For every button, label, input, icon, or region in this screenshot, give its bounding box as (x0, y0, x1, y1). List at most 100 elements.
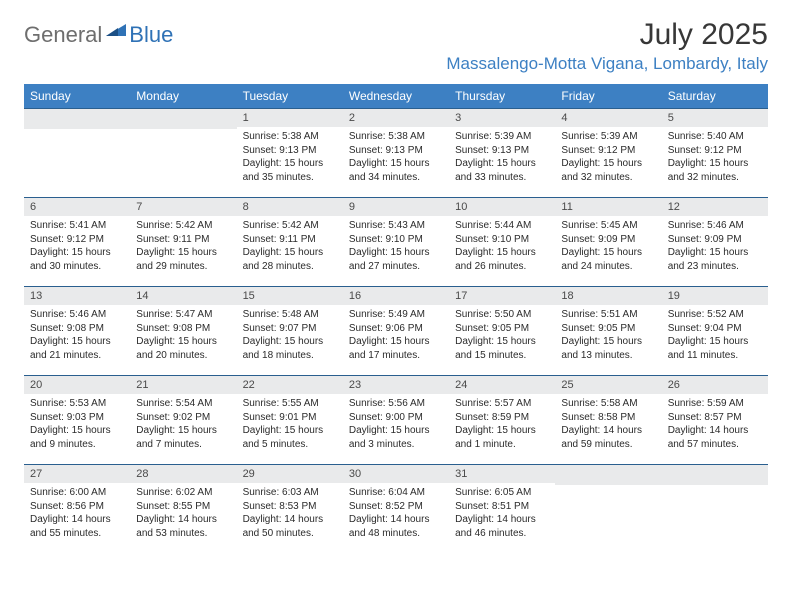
calendar-day-cell (662, 465, 768, 554)
calendar-day-cell: 21Sunrise: 5:54 AMSunset: 9:02 PMDayligh… (130, 376, 236, 465)
day-number: 25 (555, 376, 661, 394)
calendar-day-cell: 4Sunrise: 5:39 AMSunset: 9:12 PMDaylight… (555, 109, 661, 198)
day-details: Sunrise: 5:53 AMSunset: 9:03 PMDaylight:… (24, 394, 130, 455)
day-number: 31 (449, 465, 555, 483)
day-number: 18 (555, 287, 661, 305)
day-number: 19 (662, 287, 768, 305)
day-number: 6 (24, 198, 130, 216)
day-details: Sunrise: 5:41 AMSunset: 9:12 PMDaylight:… (24, 216, 130, 277)
day-number: 4 (555, 109, 661, 127)
day-details: Sunrise: 5:52 AMSunset: 9:04 PMDaylight:… (662, 305, 768, 366)
calendar-day-cell: 8Sunrise: 5:42 AMSunset: 9:11 PMDaylight… (237, 198, 343, 287)
brand-part1: General (24, 22, 102, 48)
calendar-day-cell: 15Sunrise: 5:48 AMSunset: 9:07 PMDayligh… (237, 287, 343, 376)
calendar-day-cell: 19Sunrise: 5:52 AMSunset: 9:04 PMDayligh… (662, 287, 768, 376)
calendar-day-cell: 31Sunrise: 6:05 AMSunset: 8:51 PMDayligh… (449, 465, 555, 554)
header: General Blue July 2025 Massalengo-Motta … (24, 18, 768, 74)
day-number: 8 (237, 198, 343, 216)
calendar-day-cell: 9Sunrise: 5:43 AMSunset: 9:10 PMDaylight… (343, 198, 449, 287)
calendar-week-row: 6Sunrise: 5:41 AMSunset: 9:12 PMDaylight… (24, 198, 768, 287)
day-number: 13 (24, 287, 130, 305)
calendar-day-cell: 22Sunrise: 5:55 AMSunset: 9:01 PMDayligh… (237, 376, 343, 465)
calendar-week-row: 13Sunrise: 5:46 AMSunset: 9:08 PMDayligh… (24, 287, 768, 376)
calendar-day-cell: 3Sunrise: 5:39 AMSunset: 9:13 PMDaylight… (449, 109, 555, 198)
day-number: 3 (449, 109, 555, 127)
calendar-day-cell: 1Sunrise: 5:38 AMSunset: 9:13 PMDaylight… (237, 109, 343, 198)
calendar-day-cell (130, 109, 236, 198)
day-number: 17 (449, 287, 555, 305)
calendar-day-cell: 7Sunrise: 5:42 AMSunset: 9:11 PMDaylight… (130, 198, 236, 287)
calendar-day-cell: 17Sunrise: 5:50 AMSunset: 9:05 PMDayligh… (449, 287, 555, 376)
brand-part2: Blue (129, 22, 173, 48)
weekday-header: Thursday (449, 84, 555, 109)
calendar-day-cell: 12Sunrise: 5:46 AMSunset: 9:09 PMDayligh… (662, 198, 768, 287)
day-number: 21 (130, 376, 236, 394)
calendar-week-row: 20Sunrise: 5:53 AMSunset: 9:03 PMDayligh… (24, 376, 768, 465)
calendar-day-cell (24, 109, 130, 198)
day-details: Sunrise: 5:46 AMSunset: 9:08 PMDaylight:… (24, 305, 130, 366)
calendar-day-cell: 16Sunrise: 5:49 AMSunset: 9:06 PMDayligh… (343, 287, 449, 376)
calendar-day-cell: 30Sunrise: 6:04 AMSunset: 8:52 PMDayligh… (343, 465, 449, 554)
weekday-header: Tuesday (237, 84, 343, 109)
calendar-day-cell: 5Sunrise: 5:40 AMSunset: 9:12 PMDaylight… (662, 109, 768, 198)
day-details: Sunrise: 5:56 AMSunset: 9:00 PMDaylight:… (343, 394, 449, 455)
day-details: Sunrise: 5:58 AMSunset: 8:58 PMDaylight:… (555, 394, 661, 455)
day-number: 26 (662, 376, 768, 394)
day-details: Sunrise: 5:48 AMSunset: 9:07 PMDaylight:… (237, 305, 343, 366)
day-number: 1 (237, 109, 343, 127)
day-number: 2 (343, 109, 449, 127)
day-number: 24 (449, 376, 555, 394)
day-number: 5 (662, 109, 768, 127)
title-block: July 2025 Massalengo-Motta Vigana, Lomba… (446, 18, 768, 74)
day-details: Sunrise: 5:50 AMSunset: 9:05 PMDaylight:… (449, 305, 555, 366)
day-number: 28 (130, 465, 236, 483)
location-subtitle: Massalengo-Motta Vigana, Lombardy, Italy (446, 54, 768, 74)
calendar-week-row: 1Sunrise: 5:38 AMSunset: 9:13 PMDaylight… (24, 109, 768, 198)
day-details: Sunrise: 5:55 AMSunset: 9:01 PMDaylight:… (237, 394, 343, 455)
weekday-header-row: Sunday Monday Tuesday Wednesday Thursday… (24, 84, 768, 109)
calendar-day-cell: 11Sunrise: 5:45 AMSunset: 9:09 PMDayligh… (555, 198, 661, 287)
day-details: Sunrise: 5:54 AMSunset: 9:02 PMDaylight:… (130, 394, 236, 455)
calendar-day-cell: 10Sunrise: 5:44 AMSunset: 9:10 PMDayligh… (449, 198, 555, 287)
day-details: Sunrise: 5:51 AMSunset: 9:05 PMDaylight:… (555, 305, 661, 366)
day-number: 10 (449, 198, 555, 216)
day-details: Sunrise: 6:03 AMSunset: 8:53 PMDaylight:… (237, 483, 343, 544)
day-number: 29 (237, 465, 343, 483)
month-title: July 2025 (446, 18, 768, 52)
day-number: 22 (237, 376, 343, 394)
day-details: Sunrise: 5:49 AMSunset: 9:06 PMDaylight:… (343, 305, 449, 366)
day-number: 20 (24, 376, 130, 394)
weekday-header: Sunday (24, 84, 130, 109)
day-details: Sunrise: 6:00 AMSunset: 8:56 PMDaylight:… (24, 483, 130, 544)
day-number: 14 (130, 287, 236, 305)
day-details: Sunrise: 5:47 AMSunset: 9:08 PMDaylight:… (130, 305, 236, 366)
day-details: Sunrise: 5:38 AMSunset: 9:13 PMDaylight:… (237, 127, 343, 188)
calendar-day-cell: 26Sunrise: 5:59 AMSunset: 8:57 PMDayligh… (662, 376, 768, 465)
day-details: Sunrise: 6:02 AMSunset: 8:55 PMDaylight:… (130, 483, 236, 544)
calendar-day-cell: 29Sunrise: 6:03 AMSunset: 8:53 PMDayligh… (237, 465, 343, 554)
calendar-table: Sunday Monday Tuesday Wednesday Thursday… (24, 84, 768, 553)
day-details: Sunrise: 5:46 AMSunset: 9:09 PMDaylight:… (662, 216, 768, 277)
day-details: Sunrise: 5:59 AMSunset: 8:57 PMDaylight:… (662, 394, 768, 455)
day-details: Sunrise: 5:44 AMSunset: 9:10 PMDaylight:… (449, 216, 555, 277)
day-details: Sunrise: 5:43 AMSunset: 9:10 PMDaylight:… (343, 216, 449, 277)
day-number: 15 (237, 287, 343, 305)
calendar-day-cell (555, 465, 661, 554)
day-details: Sunrise: 5:39 AMSunset: 9:12 PMDaylight:… (555, 127, 661, 188)
calendar-day-cell: 2Sunrise: 5:38 AMSunset: 9:13 PMDaylight… (343, 109, 449, 198)
calendar-day-cell: 18Sunrise: 5:51 AMSunset: 9:05 PMDayligh… (555, 287, 661, 376)
day-details: Sunrise: 5:38 AMSunset: 9:13 PMDaylight:… (343, 127, 449, 188)
calendar-day-cell: 27Sunrise: 6:00 AMSunset: 8:56 PMDayligh… (24, 465, 130, 554)
weekday-header: Saturday (662, 84, 768, 109)
weekday-header: Wednesday (343, 84, 449, 109)
calendar-day-cell: 28Sunrise: 6:02 AMSunset: 8:55 PMDayligh… (130, 465, 236, 554)
day-details: Sunrise: 6:05 AMSunset: 8:51 PMDaylight:… (449, 483, 555, 544)
day-number: 12 (662, 198, 768, 216)
calendar-week-row: 27Sunrise: 6:00 AMSunset: 8:56 PMDayligh… (24, 465, 768, 554)
weekday-header: Monday (130, 84, 236, 109)
day-number: 16 (343, 287, 449, 305)
day-number: 27 (24, 465, 130, 483)
calendar-day-cell: 23Sunrise: 5:56 AMSunset: 9:00 PMDayligh… (343, 376, 449, 465)
calendar-day-cell: 14Sunrise: 5:47 AMSunset: 9:08 PMDayligh… (130, 287, 236, 376)
calendar-day-cell: 25Sunrise: 5:58 AMSunset: 8:58 PMDayligh… (555, 376, 661, 465)
